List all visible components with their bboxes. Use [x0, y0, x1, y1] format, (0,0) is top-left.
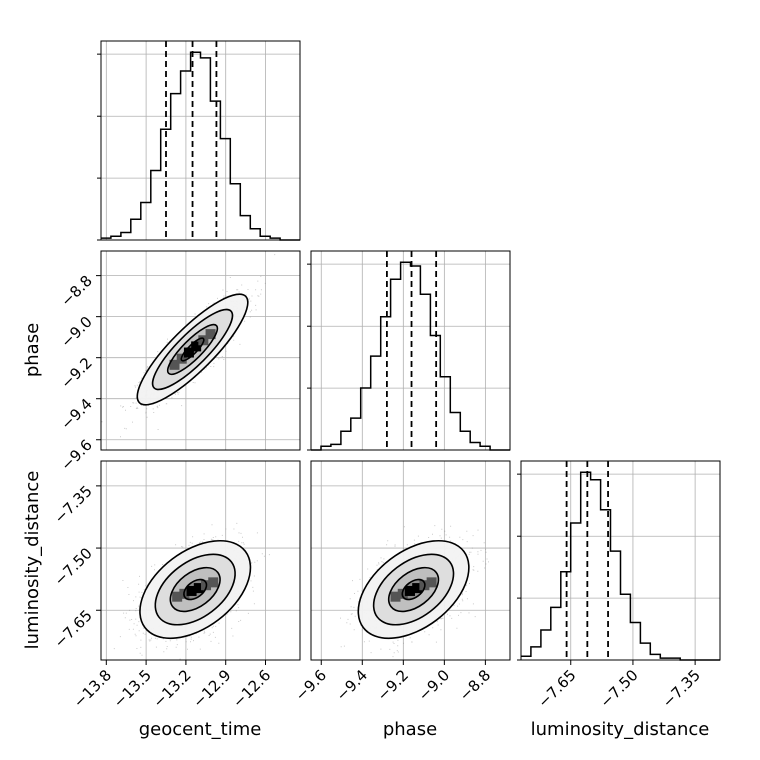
- contour-3: [169, 566, 221, 613]
- hist-panel-phase: [310, 250, 511, 451]
- panels-layer: [100, 40, 721, 661]
- panel-background: [311, 251, 510, 450]
- x-tick-label-geocent-time: −13.2: [149, 666, 194, 711]
- density-peak-cell: [169, 359, 180, 370]
- y-tick-label-luminosity-distance: −7.35: [51, 482, 96, 527]
- contour-3: [166, 323, 219, 376]
- density-peak-cell: [426, 577, 437, 588]
- x-axis-label-luminosity-distance: luminosity_distance: [531, 719, 710, 740]
- x-axis-label-geocent-time: geocent_time: [139, 719, 262, 740]
- histogram-step: [101, 51, 300, 241]
- hist-panel-geocent-time: [100, 40, 301, 241]
- histogram-step: [311, 261, 510, 451]
- scatter-panel-phase-vs-luminosity-distance: [310, 460, 511, 661]
- x-tick-label-geocent-time: −12.6: [229, 666, 274, 711]
- scatter-panel-geocent-time-vs-luminosity-distance: [100, 460, 301, 661]
- density-peak-cell: [193, 583, 204, 594]
- density-peak-cell: [183, 347, 194, 358]
- y-axis-label-phase: phase: [22, 323, 43, 377]
- histogram-step: [521, 471, 720, 661]
- scatter-panel-geocent-time-vs-phase: [100, 250, 301, 451]
- x-tick-label-geocent-time: −13.5: [110, 666, 155, 711]
- panel-frame: [100, 40, 301, 241]
- density-peak-cell: [172, 591, 183, 602]
- contour-2: [154, 553, 236, 626]
- y-axis-label-luminosity-distance: luminosity_distance: [22, 471, 43, 650]
- y-tick-label-luminosity-distance: −7.50: [51, 544, 96, 589]
- x-tick-label-geocent-time: −13.8: [70, 666, 115, 711]
- panel-frame: [100, 250, 301, 451]
- x-tick-label-phase: −9.2: [374, 666, 412, 704]
- density-peak-cell: [191, 341, 202, 352]
- x-tick-label-phase: −9.6: [292, 666, 330, 704]
- x-tick-label-phase: −8.8: [456, 666, 494, 704]
- contour-3: [387, 566, 440, 613]
- density-layer: [101, 254, 276, 438]
- density-peak-cell: [390, 591, 401, 602]
- x-tick-label-phase: −9.0: [415, 666, 453, 704]
- y-tick-label-phase: −8.8: [57, 272, 95, 310]
- density-layer: [113, 522, 270, 660]
- y-tick-label-phase: −9.6: [57, 436, 95, 474]
- density-peak-cell: [208, 577, 219, 588]
- contour-2: [151, 308, 234, 391]
- contour-4: [180, 337, 205, 362]
- x-tick-label-phase: −9.4: [333, 666, 371, 704]
- contour-1: [139, 539, 252, 640]
- density-peak-cell: [205, 329, 216, 340]
- x-axis-label-phase: phase: [383, 719, 437, 740]
- y-tick-label-phase: −9.2: [57, 354, 95, 392]
- x-tick-label-luminosity-distance: −7.65: [534, 666, 579, 711]
- x-tick-label-geocent-time: −12.9: [189, 666, 234, 711]
- density-peak-cell: [404, 585, 415, 596]
- y-tick-label-phase: −9.4: [57, 395, 95, 433]
- panel-frame: [100, 460, 301, 661]
- contour-1: [136, 293, 249, 406]
- density-peak-cell: [412, 583, 423, 594]
- panel-frame: [310, 250, 511, 451]
- density-layer: [340, 525, 489, 658]
- contour-1: [357, 539, 470, 640]
- x-tick-label-luminosity-distance: −7.35: [659, 666, 704, 711]
- panel-frame: [520, 460, 721, 661]
- density-peak-cell: [186, 585, 197, 596]
- panel-frame: [310, 460, 511, 661]
- y-tick-label-phase: −9.0: [57, 313, 95, 351]
- contour-4: [401, 578, 426, 601]
- x-tick-label-luminosity-distance: −7.50: [596, 666, 641, 711]
- panel-background: [101, 41, 300, 240]
- contour-4: [183, 578, 208, 601]
- hist-panel-luminosity-distance: [520, 460, 721, 661]
- y-tick-label-luminosity-distance: −7.65: [51, 606, 96, 651]
- contour-2: [372, 553, 455, 626]
